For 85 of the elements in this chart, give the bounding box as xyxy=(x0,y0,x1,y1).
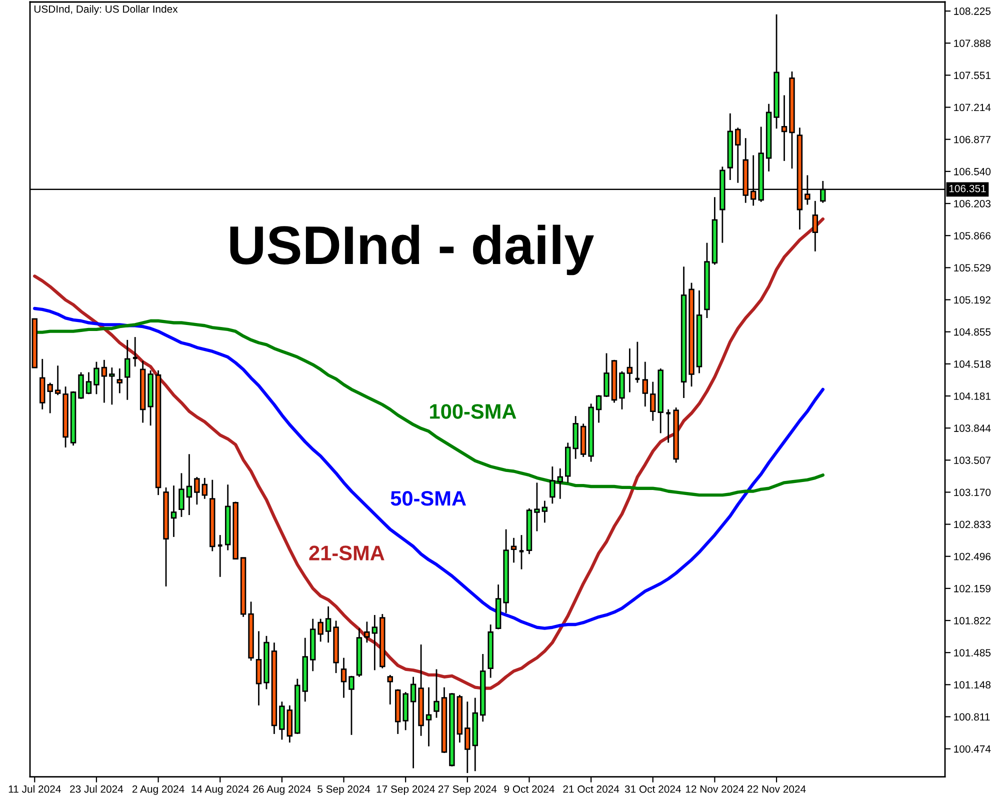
candlestick xyxy=(510,537,517,564)
candlestick xyxy=(626,348,633,393)
candlestick xyxy=(86,372,92,395)
y-tick-label: 105.529 xyxy=(954,264,990,272)
x-tick-label: 11 Jul 2024 xyxy=(8,785,61,793)
y-tick-label: 103.844 xyxy=(954,424,991,432)
candlestick xyxy=(642,361,648,408)
candlestick xyxy=(318,618,324,642)
candlestick xyxy=(518,534,525,570)
candlestick xyxy=(256,630,262,706)
y-tick-label: 106.203 xyxy=(954,200,991,208)
candlestick xyxy=(534,482,540,532)
y-tick-label: 100.811 xyxy=(954,713,990,721)
x-tick-label: 31 Oct 2024 xyxy=(624,785,681,793)
candlestick xyxy=(426,686,432,748)
candlestick xyxy=(348,675,354,736)
candlestick xyxy=(279,700,285,740)
y-tick-label: 105.192 xyxy=(954,296,990,304)
candlestick xyxy=(410,676,416,769)
candlestick xyxy=(194,476,200,506)
x-tick-label: 21 Oct 2024 xyxy=(563,785,620,793)
candlestick xyxy=(372,614,378,671)
x-tick-label: 12 Nov 2024 xyxy=(686,785,744,793)
candlestick xyxy=(434,668,440,718)
chart-title: USDInd, Daily: US Dollar Index xyxy=(34,5,178,15)
candlestick xyxy=(387,674,393,706)
x-tick-label: 17 Sep 2024 xyxy=(376,785,435,795)
x-tick-label: 26 Aug 2024 xyxy=(253,785,311,795)
series-label: 21-SMA xyxy=(309,546,384,560)
y-tick-label: 106.540 xyxy=(954,168,991,176)
candlestick xyxy=(101,359,108,404)
y-tick-label: 101.822 xyxy=(954,617,990,624)
candlestick xyxy=(812,200,818,252)
candlestick xyxy=(202,477,208,500)
candlestick xyxy=(604,352,610,398)
x-tick-label: 23 Jul 2024 xyxy=(70,785,124,793)
candlestick xyxy=(170,484,177,538)
candlestick xyxy=(596,394,602,424)
x-tick-label: 14 Aug 2024 xyxy=(192,785,250,795)
candlestick xyxy=(124,339,130,401)
y-tick-label: 101.148 xyxy=(954,681,991,689)
y-tick-label: 107.551 xyxy=(954,72,990,80)
y-tick-label: 107.888 xyxy=(954,40,991,47)
candlestick xyxy=(54,364,61,396)
y-tick-label: 102.159 xyxy=(954,584,990,592)
candlestick xyxy=(364,620,370,644)
line-series xyxy=(33,306,824,630)
candlestick xyxy=(340,657,347,698)
x-tick-label: 2 Aug 2024 xyxy=(132,785,184,795)
ref-line-label: 106.351 xyxy=(949,184,986,192)
y-tick-label: 102.496 xyxy=(954,552,991,560)
candlestick xyxy=(94,361,100,395)
x-tick-label: 5 Sep 2024 xyxy=(318,785,370,795)
x-tick-label: 22 Nov 2024 xyxy=(748,785,806,793)
annotation: USDInd - daily xyxy=(230,224,594,276)
candlestick xyxy=(186,453,192,516)
candlestick xyxy=(550,466,556,504)
candlestick xyxy=(109,366,115,406)
candlestick xyxy=(735,126,741,184)
y-tick-label: 108.225 xyxy=(954,8,991,15)
y-tick-label: 104.855 xyxy=(954,328,991,336)
y-tick-label: 100.474 xyxy=(954,745,991,753)
candlestick xyxy=(557,468,563,500)
y-tick-label: 104.518 xyxy=(954,360,991,368)
candlestick xyxy=(78,372,84,400)
candlestick xyxy=(464,700,470,774)
candlestick xyxy=(325,606,332,644)
series-label: 100-SMA xyxy=(430,404,516,419)
series-label: 50-SMA xyxy=(390,490,466,506)
candlestick xyxy=(47,382,53,414)
candlestick xyxy=(650,381,656,422)
y-tick-label: 106.877 xyxy=(954,136,990,144)
y-tick-label: 103.507 xyxy=(954,456,990,464)
candlestick xyxy=(781,94,788,162)
x-tick-label: 9 Oct 2024 xyxy=(504,785,554,793)
y-tick-label: 102.833 xyxy=(954,520,991,528)
y-tick-label: 105.866 xyxy=(954,232,991,240)
y-tick-label: 103.170 xyxy=(954,488,991,496)
y-tick-label: 107.214 xyxy=(954,104,991,112)
y-tick-label: 101.485 xyxy=(954,649,991,656)
candlestick xyxy=(178,472,184,518)
y-tick-label: 104.181 xyxy=(954,392,990,400)
candlestick xyxy=(116,368,123,394)
x-tick-label: 27 Sep 2024 xyxy=(438,785,497,795)
candlestick xyxy=(542,500,548,524)
